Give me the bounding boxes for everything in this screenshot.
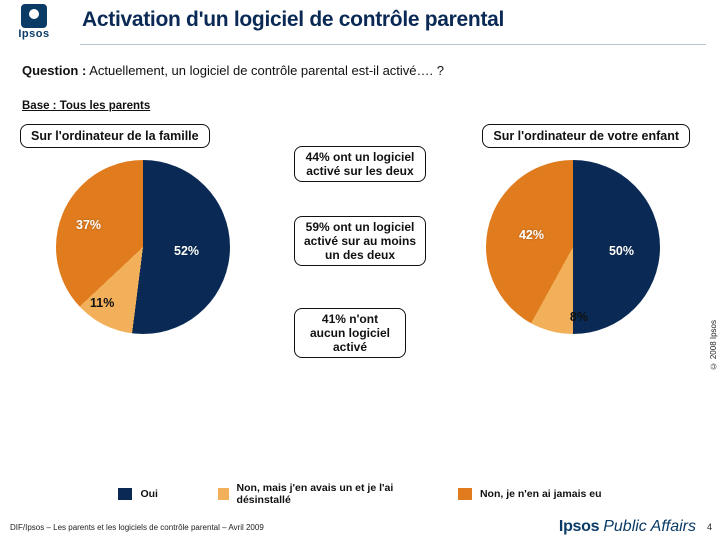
legend: Oui Non, mais j'en avais un et je l'ai d… (0, 482, 720, 506)
footer-brand-ipsos: Ipsos (559, 518, 599, 536)
legend-item-oui: Oui (118, 482, 158, 506)
callout-atleast: 59% ont un logiciel activé sur au moins … (294, 216, 426, 266)
legend-label-1: Non, mais j'en avais un et je l'ai désin… (237, 482, 398, 506)
legend-label-0: Oui (140, 488, 158, 500)
left-pie-chart (56, 160, 230, 334)
right-slice-label-2: 50% (609, 244, 634, 258)
copyright: © 2008 Ipsos (709, 320, 718, 370)
page-title: Activation d'un logiciel de contrôle par… (82, 8, 504, 32)
left-slice-label-0: 37% (76, 218, 101, 232)
right-chart-title: Sur l'ordinateur de votre enfant (482, 124, 690, 148)
right-slice-label-1: 8% (570, 310, 588, 324)
legend-swatch-0 (118, 488, 132, 500)
question-label: Question : (22, 63, 86, 78)
right-slice-label-0: 42% (519, 228, 544, 242)
ipsos-logo-icon (21, 4, 47, 28)
left-slice-label-1: 11% (90, 296, 114, 310)
footer-brand: Ipsos Public Affairs (559, 518, 696, 536)
base-text: Base : Tous les parents (22, 100, 700, 112)
ipsos-logo: Ipsos (6, 2, 62, 42)
callout-both: 44% ont un logiciel activé sur les deux (294, 146, 426, 182)
charts-area: Sur l'ordinateur de la famille Sur l'ord… (0, 124, 720, 454)
callout-none: 41% n'ont aucun logiciel activé (294, 308, 406, 358)
legend-label-2: Non, je n'en ai jamais eu (480, 488, 602, 500)
question-line: Question : Actuellement, un logiciel de … (22, 63, 700, 78)
footer-brand-pa: Public Affairs (603, 518, 696, 536)
legend-item-jamais: Non, je n'en ai jamais eu (458, 482, 602, 506)
ipsos-logo-text: Ipsos (18, 28, 49, 40)
legend-swatch-1 (218, 488, 229, 500)
title-rule (80, 44, 706, 45)
page-number: 4 (707, 522, 712, 532)
footer-source: DIF/Ipsos – Les parents et les logiciels… (10, 523, 264, 532)
legend-item-desinstalle: Non, mais j'en avais un et je l'ai désin… (218, 482, 398, 506)
left-chart-title: Sur l'ordinateur de la famille (20, 124, 210, 148)
question-text: Actuellement, un logiciel de contrôle pa… (89, 63, 444, 78)
left-slice-label-2: 52% (174, 244, 199, 258)
legend-swatch-2 (458, 488, 472, 500)
